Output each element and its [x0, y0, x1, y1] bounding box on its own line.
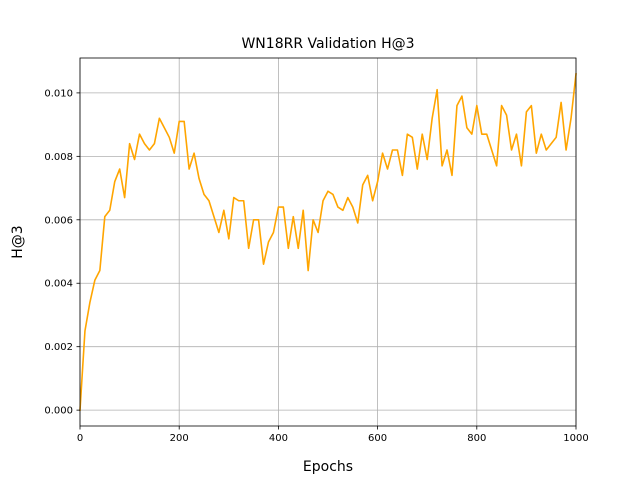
x-tick-label: 200: [170, 433, 189, 444]
y-tick-label: 0.008: [44, 152, 73, 163]
y-tick-label: 0.002: [44, 342, 73, 353]
y-tick-label: 0.000: [44, 406, 73, 417]
series-layer: [79, 72, 577, 411]
x-tick-label: 800: [467, 433, 486, 444]
series-line: [79, 72, 577, 411]
x-tick-label: 1000: [563, 433, 588, 444]
x-tick-label: 600: [368, 433, 387, 444]
x-axis-label: Epochs: [303, 459, 353, 475]
y-tick-label: 0.010: [44, 88, 73, 99]
y-axis-label: H@3: [10, 225, 26, 258]
chart-title: WN18RR Validation H@3: [241, 36, 414, 52]
y-tick-label: 0.006: [44, 215, 73, 226]
x-axis-ticks: 0 200 400 600 800 1000: [77, 426, 589, 444]
x-tick-label: 0: [77, 433, 83, 444]
y-tick-label: 0.004: [44, 279, 73, 290]
x-tick-label: 400: [269, 433, 288, 444]
y-axis-ticks: 0.000 0.002 0.004 0.006 0.008 0.010: [44, 88, 80, 417]
plot-frame: [79, 57, 577, 427]
